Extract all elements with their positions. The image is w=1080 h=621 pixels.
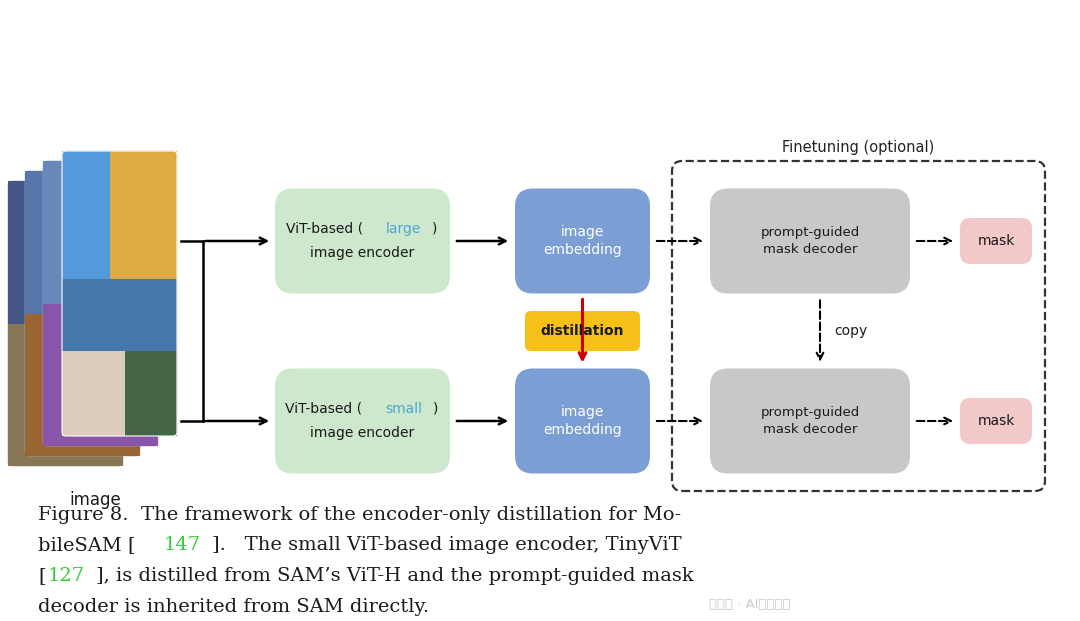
FancyBboxPatch shape (710, 368, 910, 473)
FancyBboxPatch shape (515, 368, 650, 473)
Text: mask: mask (977, 414, 1015, 428)
Text: image encoder: image encoder (310, 426, 415, 440)
Text: small: small (384, 402, 422, 416)
FancyBboxPatch shape (25, 171, 140, 456)
Text: ].   The small ViT-based image encoder, TinyViT: ]. The small ViT-based image encoder, Ti… (212, 537, 681, 555)
Text: 127: 127 (48, 567, 85, 585)
Text: image encoder: image encoder (310, 246, 415, 260)
Bar (125, 350, 177, 436)
Text: large: large (386, 222, 421, 236)
Text: prompt-guided
mask decoder: prompt-guided mask decoder (760, 226, 860, 256)
FancyBboxPatch shape (960, 218, 1032, 264)
Text: Figure 8.  The framework of the encoder-only distillation for Mo-: Figure 8. The framework of the encoder-o… (38, 506, 681, 524)
FancyBboxPatch shape (960, 398, 1032, 444)
Text: prompt-guided
mask decoder: prompt-guided mask decoder (760, 406, 860, 436)
Bar (8, 324, 123, 466)
FancyBboxPatch shape (62, 151, 177, 436)
Bar (62, 151, 110, 279)
Text: copy: copy (834, 324, 867, 338)
Text: Finetuning (optional): Finetuning (optional) (782, 140, 934, 155)
FancyBboxPatch shape (8, 181, 123, 466)
Text: bileSAM [: bileSAM [ (38, 537, 136, 555)
Text: ViT-based (: ViT-based ( (286, 222, 364, 236)
Bar (8, 181, 123, 324)
Text: ): ) (432, 222, 437, 236)
Bar (25, 171, 140, 314)
Bar (62, 279, 177, 350)
FancyBboxPatch shape (275, 189, 450, 294)
Text: 公众号 · AI生成未来: 公众号 · AI生成未来 (710, 598, 791, 611)
Text: 147: 147 (164, 537, 201, 555)
FancyBboxPatch shape (710, 189, 910, 294)
Bar (43, 304, 158, 446)
Text: ): ) (433, 402, 438, 416)
FancyBboxPatch shape (275, 368, 450, 473)
Text: mask: mask (977, 234, 1015, 248)
Text: decoder is inherited from SAM directly.: decoder is inherited from SAM directly. (38, 597, 429, 615)
Text: distillation: distillation (541, 324, 624, 338)
FancyBboxPatch shape (515, 189, 650, 294)
Text: ], is distilled from SAM’s ViT-H and the prompt-guided mask: ], is distilled from SAM’s ViT-H and the… (96, 567, 693, 585)
Bar (110, 151, 177, 279)
Text: [: [ (38, 567, 45, 585)
Text: image
embedding: image embedding (543, 405, 622, 437)
Bar (62, 350, 125, 436)
Text: image: image (69, 491, 121, 509)
FancyBboxPatch shape (525, 311, 640, 351)
Bar (43, 161, 158, 304)
FancyBboxPatch shape (43, 161, 158, 446)
Text: image
embedding: image embedding (543, 225, 622, 257)
Text: ViT-based (: ViT-based ( (285, 402, 363, 416)
Bar (25, 314, 140, 456)
